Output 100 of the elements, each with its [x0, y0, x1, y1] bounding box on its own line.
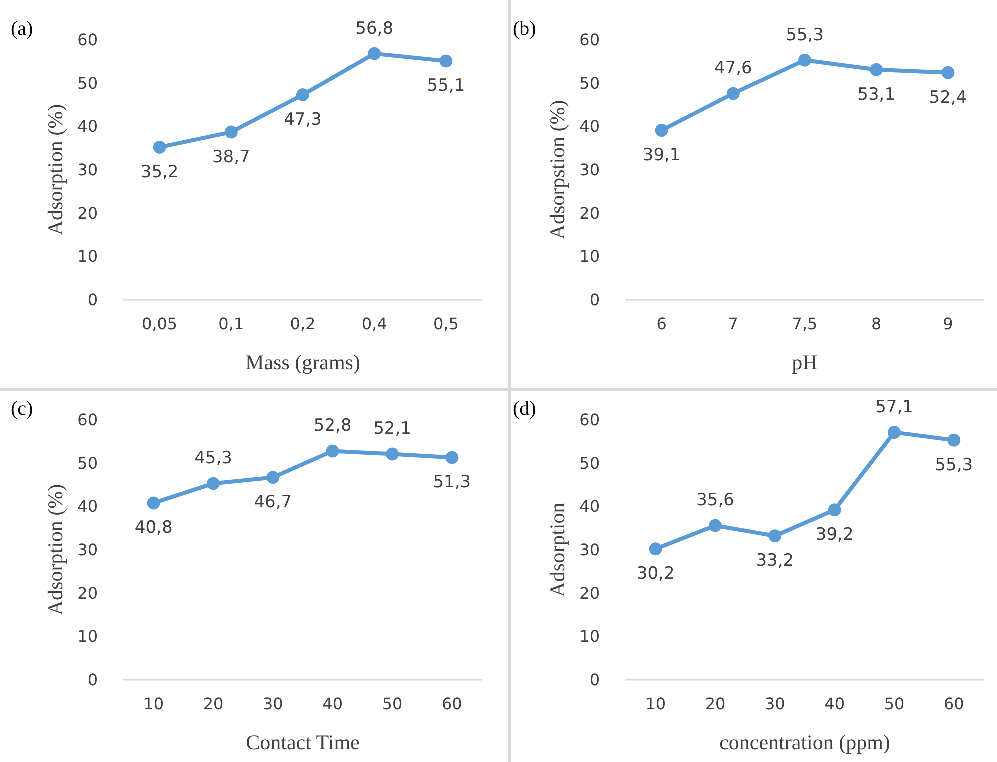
y-tick-label: 50 [580, 74, 600, 93]
data-label: 56,8 [356, 18, 394, 39]
point [446, 451, 459, 464]
x-tick-label: 0,1 [218, 314, 244, 334]
x-tick-label: 8 [872, 314, 882, 334]
x-tick-label: 50 [382, 694, 403, 714]
x-axis-title: Mass (grams) [246, 350, 360, 374]
point [440, 54, 453, 68]
data-label: 52,1 [374, 419, 412, 440]
y-tick-label: 20 [580, 204, 600, 223]
point [224, 126, 238, 139]
y-tick-label: 50 [78, 74, 98, 93]
y-tick-label: 0 [590, 670, 600, 690]
x-tick-label: 30 [262, 694, 284, 714]
point [942, 66, 955, 80]
data-label: 39,2 [816, 525, 854, 546]
y-tick-label: 40 [580, 497, 600, 516]
x-tick-label: 20 [705, 694, 726, 714]
chart-title: (c) [11, 398, 34, 420]
point [726, 87, 740, 100]
chart-title: (a) [11, 18, 34, 40]
x-tick-label: 0,5 [433, 314, 459, 334]
x-tick-label: 40 [322, 694, 344, 714]
x-tick-label: 10 [646, 694, 666, 714]
x-tick-label: 50 [884, 694, 905, 714]
y-tick-label: 60 [78, 410, 98, 430]
x-tick-label: 10 [144, 694, 164, 714]
y-tick-label: 10 [580, 247, 600, 266]
y-tick-label: 10 [78, 247, 98, 266]
point [655, 124, 668, 138]
y-tick-label: 10 [580, 627, 600, 646]
x-tick-label: 30 [764, 694, 786, 714]
chart-title: (d) [513, 398, 536, 420]
data-label: 33,2 [756, 551, 794, 572]
y-tick-label: 60 [78, 30, 98, 50]
data-label: 38,7 [212, 147, 250, 168]
data-label: 55,3 [935, 455, 974, 476]
point [147, 496, 160, 510]
x-axis-title: Contact Time [246, 730, 360, 754]
x-axis-title: concentration (ppm) [720, 730, 890, 754]
data-label: 39,1 [642, 146, 681, 166]
y-tick-label: 60 [580, 410, 600, 430]
point [828, 504, 842, 517]
y-tick-label: 20 [580, 584, 600, 603]
x-tick-label: 0,4 [362, 314, 388, 334]
y-tick-label: 50 [78, 454, 98, 473]
x-tick-label: 6 [656, 314, 667, 334]
point [709, 519, 722, 532]
y-tick-label: 0 [88, 290, 98, 310]
point [386, 448, 399, 461]
y-axis-title: Adsorption [546, 502, 570, 598]
x-tick-label: 0,05 [142, 314, 178, 334]
y-tick-label: 40 [78, 117, 98, 136]
y-tick-label: 0 [590, 290, 600, 310]
x-tick-label: 40 [824, 694, 846, 714]
point [888, 426, 901, 440]
point [768, 530, 782, 543]
y-tick-label: 0 [88, 670, 98, 690]
x-tick-label: 9 [943, 314, 954, 334]
y-tick-label: 20 [78, 584, 98, 603]
y-tick-label: 30 [78, 160, 98, 180]
y-tick-label: 60 [580, 30, 600, 50]
y-tick-label: 20 [78, 204, 98, 223]
point [870, 63, 884, 76]
data-label: 40,8 [134, 518, 173, 538]
y-axis-title: Adsorption (%) [44, 104, 68, 236]
data-label: 45,3 [194, 448, 232, 469]
data-label: 55,1 [427, 76, 466, 96]
point [326, 444, 340, 458]
data-label: 55,3 [786, 25, 824, 46]
data-label: 52,8 [314, 416, 352, 436]
data-label: 47,3 [284, 110, 322, 130]
y-tick-label: 30 [580, 160, 600, 180]
point [296, 88, 310, 102]
data-label: 57,1 [876, 398, 914, 418]
data-label: 35,2 [140, 162, 179, 182]
x-tick-label: 60 [442, 694, 462, 714]
y-axis-title: Adsorpstion (%) [546, 100, 570, 240]
chart-title: (b) [513, 18, 536, 40]
y-tick-label: 50 [580, 454, 600, 473]
x-tick-label: 7,5 [792, 314, 818, 334]
point [266, 471, 280, 484]
point [153, 140, 166, 154]
x-tick-label: 0,2 [290, 314, 316, 334]
data-label: 52,4 [929, 88, 968, 108]
point [798, 54, 812, 67]
y-tick-label: 40 [580, 117, 600, 136]
y-tick-label: 10 [78, 627, 98, 646]
data-label: 46,7 [254, 492, 292, 513]
data-label: 47,6 [714, 58, 752, 79]
point [368, 47, 382, 60]
point [207, 477, 220, 490]
data-label: 35,6 [696, 490, 734, 511]
x-tick-label: 60 [944, 694, 964, 714]
y-tick-label: 30 [78, 540, 98, 560]
y-axis-title: Adsorption (%) [44, 484, 68, 616]
point [649, 542, 662, 556]
x-tick-label: 7 [728, 314, 738, 334]
x-tick-label: 20 [203, 694, 224, 714]
point [948, 434, 961, 447]
